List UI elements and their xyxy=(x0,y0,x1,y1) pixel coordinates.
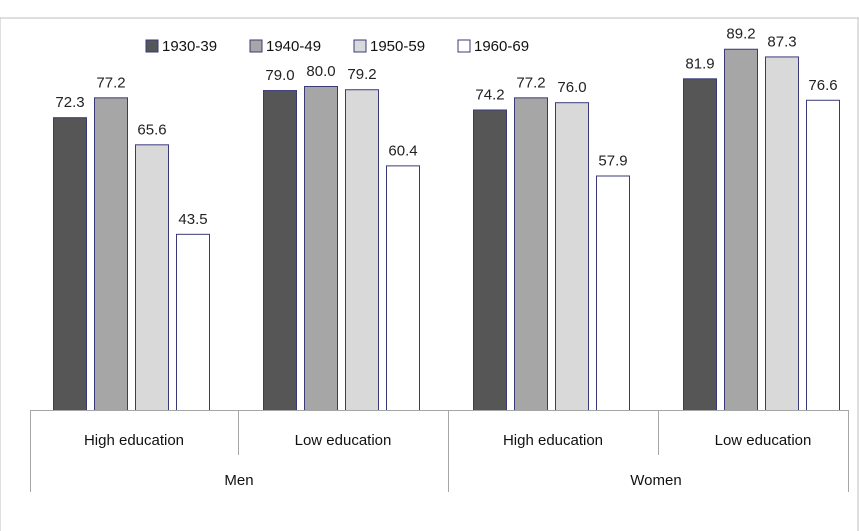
chart-frame xyxy=(0,17,859,531)
legend-label-1960-69: 1960-69 xyxy=(474,38,529,55)
bar-1950-59-cat1 xyxy=(345,89,379,412)
bar-1960-69-cat2 xyxy=(596,175,630,411)
legend-label-1950-59: 1950-59 xyxy=(370,38,425,55)
legend-swatch-1960-69 xyxy=(457,39,471,53)
data-label-1940-49-cat3: 89.2 xyxy=(726,26,755,43)
bar-1940-49-cat1 xyxy=(304,86,338,411)
category-label-2: High education xyxy=(503,432,603,449)
bar-1940-49-cat0 xyxy=(94,97,128,411)
category-label-0: High education xyxy=(84,432,184,449)
bar-1950-59-cat3 xyxy=(765,56,799,412)
bar-1930-39-cat2 xyxy=(473,109,507,412)
bar-1950-59-cat2 xyxy=(555,102,589,411)
data-label-1950-59-cat1: 79.2 xyxy=(347,66,376,83)
legend-label-1940-49: 1940-49 xyxy=(266,38,321,55)
bar-1940-49-cat2 xyxy=(514,97,548,411)
bar-1960-69-cat1 xyxy=(386,165,420,411)
legend-swatch-1940-49 xyxy=(249,39,263,53)
group-label-men: Men xyxy=(224,472,253,489)
category-axis: High education Low education High educatio… xyxy=(30,410,849,492)
data-label-1930-39-cat2: 74.2 xyxy=(475,86,504,103)
data-label-1940-49-cat0: 77.2 xyxy=(96,74,125,91)
bar-1930-39-cat0 xyxy=(53,117,87,411)
bar-1930-39-cat1 xyxy=(263,90,297,412)
data-label-1960-69-cat0: 43.5 xyxy=(178,211,207,228)
bar-1960-69-cat0 xyxy=(176,233,210,411)
legend: 1930-39 1940-49 1950-59 1960-69 xyxy=(145,38,529,55)
data-label-1960-69-cat1: 60.4 xyxy=(388,142,417,159)
data-label-1940-49-cat1: 80.0 xyxy=(306,63,335,80)
data-label-1940-49-cat2: 77.2 xyxy=(516,74,545,91)
data-label-1950-59-cat2: 76.0 xyxy=(557,79,586,96)
data-label-1930-39-cat1: 79.0 xyxy=(265,67,294,84)
legend-swatch-1950-59 xyxy=(353,39,367,53)
bar-1930-39-cat3 xyxy=(683,78,717,412)
category-label-1: Low education xyxy=(295,432,392,449)
data-label-1960-69-cat2: 57.9 xyxy=(598,153,627,170)
data-label-1950-59-cat0: 65.6 xyxy=(137,121,166,138)
group-label-women: Women xyxy=(630,472,681,489)
category-label-3: Low education xyxy=(715,432,812,449)
data-label-1950-59-cat3: 87.3 xyxy=(767,33,796,50)
bars xyxy=(53,48,840,412)
data-labels: 72.3 77.2 65.6 43.5 79.0 80.0 79.2 60.4 74.2 77.2… xyxy=(55,26,837,228)
bar-1960-69-cat3 xyxy=(806,99,840,412)
legend-swatch-1930-39 xyxy=(145,39,159,53)
bar-1940-49-cat3 xyxy=(724,48,758,412)
legend-label-1930-39: 1930-39 xyxy=(162,38,217,55)
bar-1950-59-cat0 xyxy=(135,144,169,411)
data-label-1930-39-cat3: 81.9 xyxy=(685,55,714,72)
data-label-1960-69-cat3: 76.6 xyxy=(808,77,837,94)
data-label-1930-39-cat0: 72.3 xyxy=(55,94,84,111)
